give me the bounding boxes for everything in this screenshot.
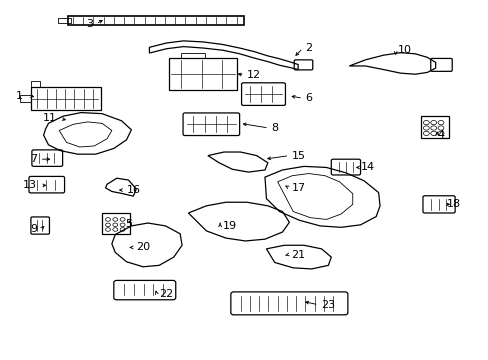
Bar [420,116,448,138]
Text: 1: 1 [16,91,22,101]
Text: 5: 5 [125,219,132,229]
Text: 15: 15 [292,150,305,161]
Text: 4: 4 [436,130,443,140]
Bar [102,213,130,234]
Text: 7: 7 [30,154,37,164]
Text: 9: 9 [30,225,37,234]
Text: 12: 12 [246,70,261,80]
Text: 8: 8 [271,123,278,133]
Text: 20: 20 [136,242,150,252]
Text: 18: 18 [446,199,460,210]
Text: 21: 21 [290,249,305,260]
Text: 19: 19 [222,221,236,231]
Text: 14: 14 [360,162,374,172]
Text: 23: 23 [321,300,335,310]
Text: 13: 13 [23,180,37,190]
Text: 3: 3 [86,19,93,29]
Text: 17: 17 [292,183,306,193]
Text: 10: 10 [397,45,411,55]
Text: 6: 6 [305,93,312,103]
Text: 22: 22 [159,289,173,299]
Text: 2: 2 [305,43,312,53]
Text: 11: 11 [42,113,57,123]
Text: 16: 16 [126,185,140,195]
